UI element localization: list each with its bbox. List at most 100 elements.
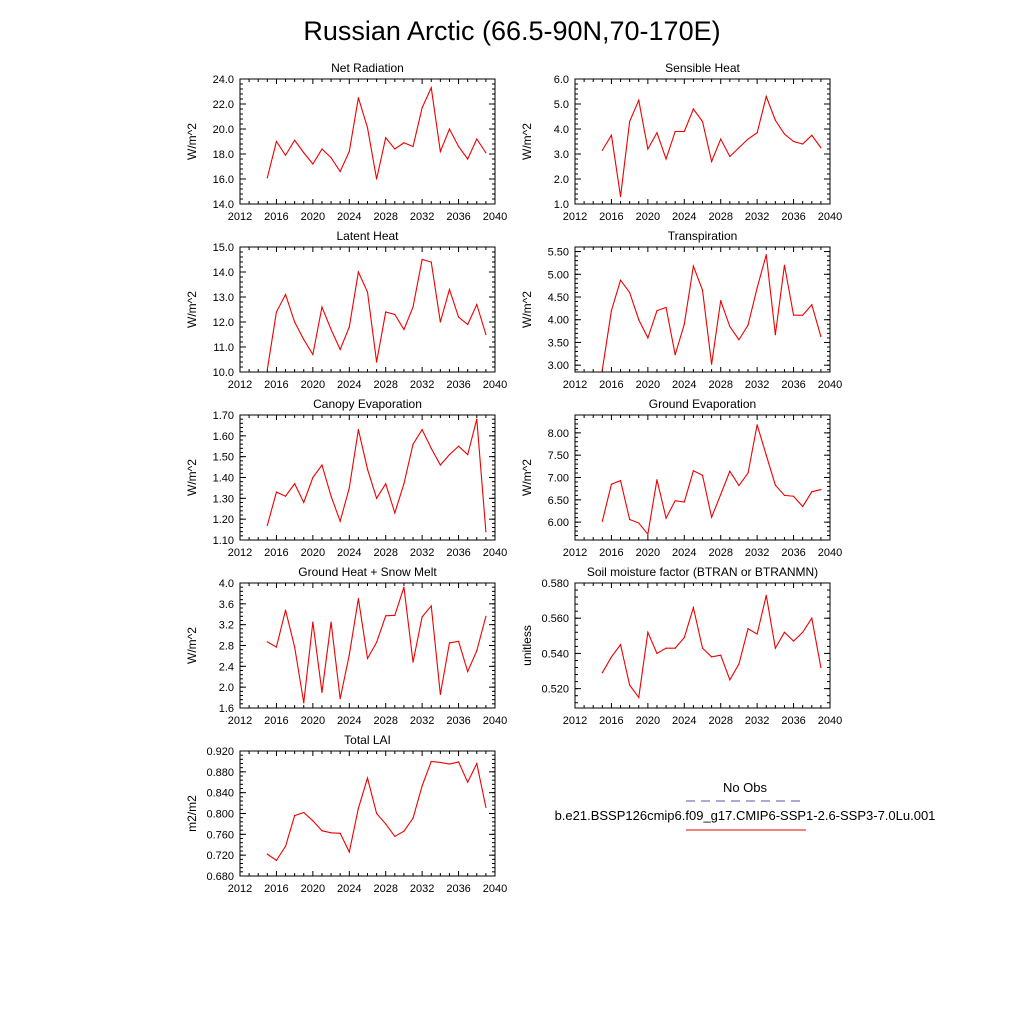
data-point [348,487,350,489]
data-point [619,195,622,198]
x-tick-label: 2036 [446,211,470,223]
data-point [638,99,640,101]
data-point [647,337,649,339]
y-tick-label: 2.8 [219,641,234,653]
data-point [439,150,441,153]
data-point [729,679,731,681]
y-tick-label: 1.40 [213,473,234,485]
plot-frame [239,78,496,205]
data-point [348,654,350,656]
data-point [275,311,278,313]
data-point [711,656,713,658]
x-tick-label: 2020 [636,211,660,223]
panel-latent-heat: Latent Heat 2012 2016 2020 2024 2028 2032 2036 2… [185,229,507,391]
x-tick-label: 2012 [563,211,587,223]
data-point [747,472,749,474]
data-point [376,641,378,643]
data-point [467,670,469,673]
y-tick-label: 3.0 [554,149,569,161]
data-point [610,134,613,136]
y-axis-label: W/m^2 [185,123,199,160]
x-tick-label: 2016 [264,715,288,727]
y-tick-label: 5.0 [554,99,569,111]
data-point [284,154,287,156]
data-point [756,132,758,134]
data-point [467,453,469,456]
data-point [448,288,451,291]
data-point [692,470,694,472]
data-point [412,306,414,308]
data-point [412,817,414,819]
x-tick-label: 2016 [599,547,623,559]
data-point [692,607,694,609]
panel-grid: Net Radiation 2012 2016 2020 2024 2028 2032 203… [185,61,842,895]
data-point [284,495,287,497]
data-point [467,323,469,326]
plot-frame [574,246,831,373]
data-point [476,650,478,652]
panel-ground-heat-snow-melt: Ground Heat + Snow Melt 2012 2016 2020 2024 2… [185,565,507,727]
data-point [376,812,378,815]
data-point [756,633,758,635]
data-point [366,468,369,470]
data-point [656,652,658,655]
data-point [485,531,487,533]
legend-model-label: b.e21.BSSP126cmip6.f09_g17.CMIP6-SSP1-2.… [555,808,936,823]
x-tick-label: 2020 [301,715,325,727]
y-tick-label: 6.50 [548,495,569,507]
x-tick-label: 2012 [563,379,587,391]
x-tick-label: 2024 [337,211,361,223]
panel-ground-evaporation: Ground Evaporation 2012 2016 2020 2024 2028 20… [520,397,842,559]
data-point [439,464,441,466]
data-point [457,761,460,763]
data-point [294,646,296,648]
x-tick-label: 2032 [410,715,434,727]
data-point [421,107,423,109]
panel-net-radiation: Net Radiation 2012 2016 2020 2024 2028 2032 203… [185,61,507,223]
x-tick-label: 2032 [745,547,769,559]
y-tick-label: 0.680 [206,871,234,883]
data-point [284,609,287,611]
y-tick-label: 3.50 [548,337,569,349]
data-point [629,120,631,123]
y-tick-label: 8.00 [548,428,569,440]
data-point [701,474,704,476]
data-point [774,334,776,336]
x-tick-label: 2012 [563,715,587,727]
y-tick-label: 0.520 [541,684,569,696]
data-point [683,636,685,639]
data-point [656,479,658,481]
data-point [674,354,676,356]
data-point [312,476,314,479]
data-point [629,518,631,521]
data-point [674,647,676,649]
x-tick-label: 2020 [301,883,325,895]
data-point [394,835,396,838]
x-tick-label: 2016 [599,211,623,223]
data-point [811,617,813,619]
x-tick-label: 2032 [745,379,769,391]
data-point [601,149,603,151]
y-tick-label: 22.0 [213,99,234,111]
data-point [284,293,287,296]
data-point [303,152,305,154]
x-tick-label: 2028 [708,715,732,727]
data-point [792,314,795,316]
x-tick-label: 2036 [781,547,805,559]
series-line [266,85,487,180]
panel-title: Transpiration [668,229,738,243]
y-tick-label: 1.30 [213,493,234,505]
data-point [711,516,713,518]
data-point [294,321,296,323]
data-point [729,470,731,472]
data-point [457,145,460,148]
data-point [467,781,469,783]
data-point [430,605,432,607]
data-point [275,491,278,493]
panel-title: Total LAI [344,733,391,747]
data-point [692,265,694,267]
y-axis-label: unitless [520,625,534,666]
x-tick-label: 2036 [446,379,470,391]
y-tick-label: 4.50 [548,292,569,304]
data-point [385,615,387,617]
